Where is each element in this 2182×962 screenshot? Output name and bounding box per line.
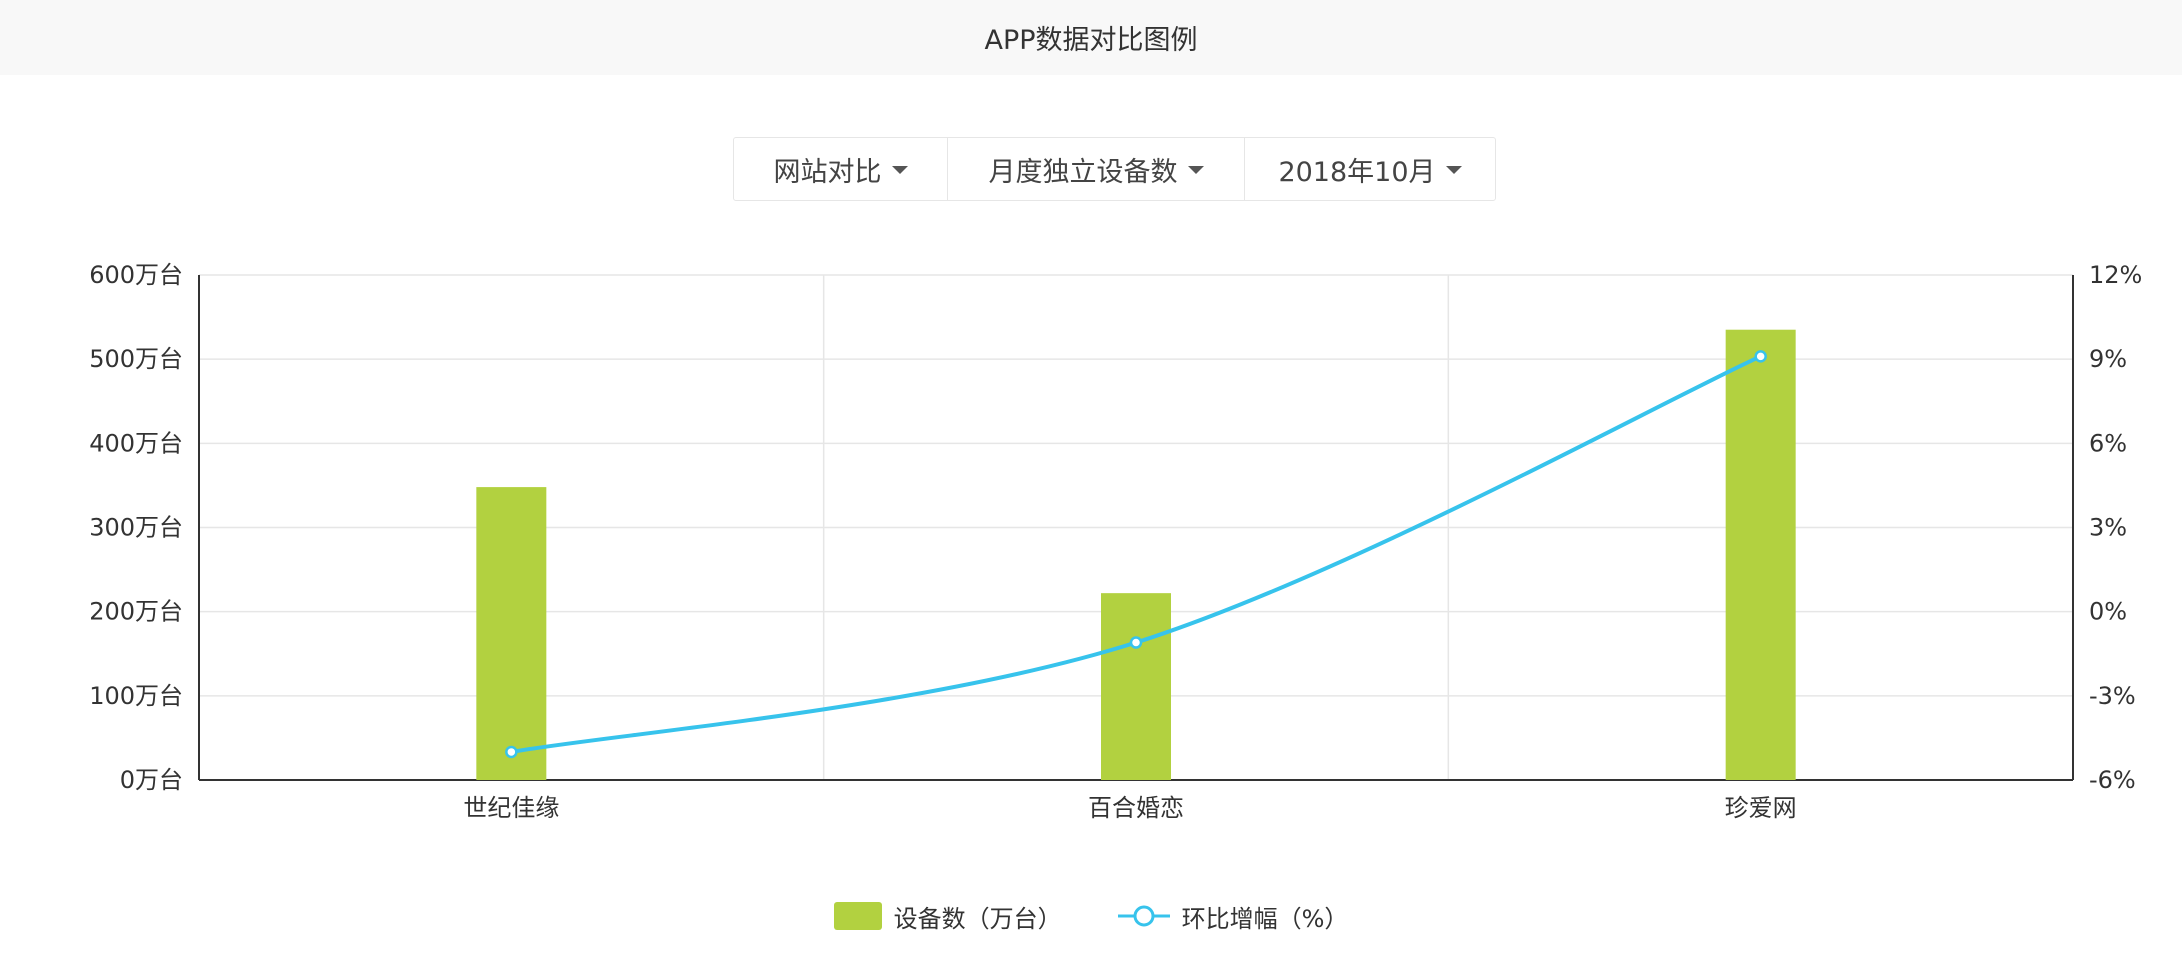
line-point[interactable] (1129, 636, 1143, 649)
y-left-tick-label: 400万台 (89, 429, 183, 457)
legend-item-growth[interactable]: 环比增幅（%） (1117, 899, 1349, 934)
legend-line-swatch (1117, 905, 1170, 927)
site-compare-dropdown[interactable]: 网站对比 (734, 138, 947, 200)
x-tick-label: 百合婚恋 (1088, 794, 1184, 822)
month-dropdown[interactable]: 2018年10月 (1244, 138, 1495, 200)
page-header: APP数据对比图例 (0, 0, 2182, 75)
caret-down-icon (1445, 166, 1462, 174)
line-point[interactable] (505, 745, 518, 759)
line-point[interactable] (1754, 350, 1767, 363)
bar[interactable] (1725, 329, 1796, 780)
y-right-tick-label: 6% (2089, 429, 2127, 457)
filter-bar: 网站对比 月度独立设备数 2018年10月 (733, 137, 1496, 201)
x-tick-label: 珍爱网 (1725, 794, 1797, 822)
y-left-tick-label: 500万台 (89, 345, 183, 373)
month-label: 2018年10月 (1278, 156, 1436, 188)
y-right-tick-label: -6% (2089, 766, 2136, 794)
combo-chart: 0万台 100万台 200万台 300万台 400万台 500万台 600万台 -6% -3% 0… (89, 261, 2142, 822)
y-left-tick-label: 0万台 (120, 766, 183, 794)
y-right-tick-label: 0% (2089, 598, 2127, 626)
metric-label: 月度独立设备数 (988, 156, 1178, 188)
legend-label-growth: 环比增幅（%） (1181, 904, 1349, 933)
page-title: APP数据对比图例 (984, 25, 1198, 56)
y-left-tick-label: 200万台 (89, 598, 183, 626)
bar[interactable] (476, 487, 547, 780)
site-compare-label: 网站对比 (773, 156, 882, 188)
caret-down-icon (1187, 166, 1204, 174)
y-right-tick-label: 3% (2089, 514, 2127, 542)
y-right-tick-label: -3% (2089, 682, 2136, 710)
legend-bar-swatch (833, 902, 882, 930)
metric-dropdown[interactable]: 月度独立设备数 (947, 138, 1244, 200)
legend-item-devices[interactable]: 设备数（万台） (833, 899, 1062, 934)
y-right-tick-label: 9% (2089, 345, 2127, 373)
legend-label-devices: 设备数（万台） (893, 904, 1062, 933)
bar[interactable] (1101, 593, 1171, 780)
caret-down-icon (891, 166, 908, 174)
legend: 设备数（万台） 环比增幅（%） (0, 896, 2182, 936)
y-left-tick-label: 600万台 (89, 261, 183, 289)
y-left-tick-label: 300万台 (89, 514, 183, 542)
x-tick-label: 世纪佳缘 (463, 794, 559, 822)
y-right-tick-label: 12% (2089, 261, 2142, 289)
y-left-tick-label: 100万台 (89, 682, 183, 710)
